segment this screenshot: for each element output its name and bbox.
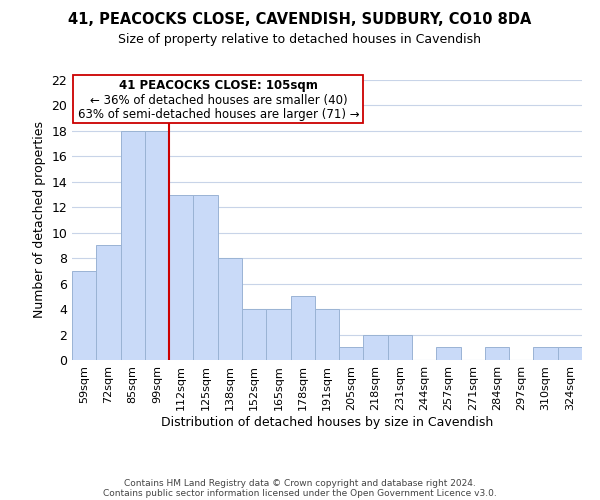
FancyBboxPatch shape (73, 75, 364, 124)
Bar (193, 194, 218, 360)
Bar (436, 348, 461, 360)
Bar (315, 309, 339, 360)
Text: ← 36% of detached houses are smaller (40): ← 36% of detached houses are smaller (40… (89, 94, 347, 106)
Text: 41 PEACOCKS CLOSE: 105sqm: 41 PEACOCKS CLOSE: 105sqm (119, 79, 318, 92)
Bar (339, 348, 364, 360)
Text: Size of property relative to detached houses in Cavendish: Size of property relative to detached ho… (119, 32, 482, 46)
Text: 41, PEACOCKS CLOSE, CAVENDISH, SUDBURY, CO10 8DA: 41, PEACOCKS CLOSE, CAVENDISH, SUDBURY, … (68, 12, 532, 28)
Y-axis label: Number of detached properties: Number of detached properties (33, 122, 46, 318)
Bar (121, 131, 145, 360)
Text: Contains HM Land Registry data © Crown copyright and database right 2024.: Contains HM Land Registry data © Crown c… (124, 478, 476, 488)
Bar (96, 246, 121, 360)
Text: 63% of semi-detached houses are larger (71) →: 63% of semi-detached houses are larger (… (77, 108, 359, 121)
Bar (533, 348, 558, 360)
X-axis label: Distribution of detached houses by size in Cavendish: Distribution of detached houses by size … (161, 416, 493, 428)
Bar (169, 194, 193, 360)
Bar (290, 296, 315, 360)
Bar (364, 334, 388, 360)
Bar (266, 309, 290, 360)
Bar (145, 131, 169, 360)
Bar (558, 348, 582, 360)
Bar (242, 309, 266, 360)
Bar (72, 271, 96, 360)
Bar (388, 334, 412, 360)
Bar (218, 258, 242, 360)
Text: Contains public sector information licensed under the Open Government Licence v3: Contains public sector information licen… (103, 488, 497, 498)
Bar (485, 348, 509, 360)
